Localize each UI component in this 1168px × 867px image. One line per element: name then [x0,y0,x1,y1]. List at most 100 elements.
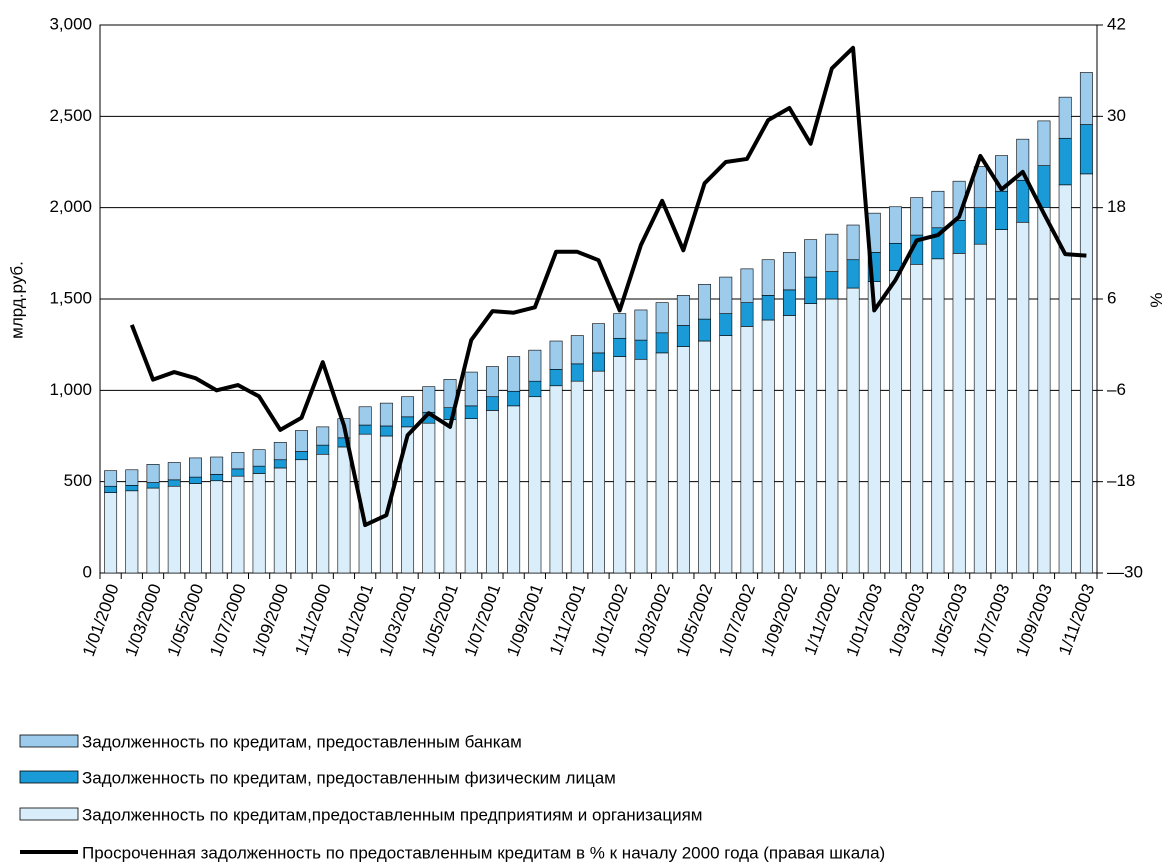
bar-segment [698,340,712,574]
bar-segment [655,352,669,574]
bar-segment [740,268,754,303]
x-tick-label: 1/05/2002 [673,581,717,659]
bar-segment [910,197,924,236]
bar-segment [995,190,1008,230]
bar-segment [295,451,308,461]
x-tick-label: 1/07/2000 [206,581,250,659]
line-series [129,45,1087,528]
bar-segment [464,371,478,407]
bar-segment [273,442,287,461]
bar-segment [401,416,415,428]
bar-segment [825,298,839,574]
bar-segment [804,239,818,278]
bar-segment [867,281,881,574]
bar-segment [931,258,945,574]
x-tick-label: 1/07/2003 [970,581,1014,659]
bar-segment [570,335,584,365]
bar-segment [464,418,478,574]
bar-segment [570,363,584,382]
bar-segment [210,474,224,482]
bar-segment [295,430,308,452]
bar-segment [125,490,139,574]
bar-segment [1079,124,1093,175]
bar-segment [252,465,266,474]
bar-segment [337,446,351,574]
bar-segment [273,459,287,469]
y2-tick-label: –6 [1107,380,1126,399]
y-tick-label: 500 [64,471,92,490]
bar-segment [507,405,521,574]
x-tick-label: 1/03/2000 [121,581,165,659]
y2-tick-label: 42 [1107,14,1126,33]
bar-segment [104,470,118,487]
bar-segment [719,313,733,336]
bar-segment [189,457,202,478]
bar-segment [1016,221,1030,574]
x-tick-label: 1/11/2002 [801,581,844,657]
x-tick-label: 1/03/2002 [630,581,674,659]
bar-segment [1079,72,1093,125]
bar-segment [528,396,542,574]
bar-segment [973,166,987,208]
bar-segment [592,352,605,372]
bar-segment [761,259,775,296]
bar-segment [273,467,287,574]
bar-segment [676,346,690,574]
bar-segment [846,287,860,574]
x-tick-label: 1/07/2002 [715,581,759,659]
bar-segment [613,337,627,357]
bar-segment [549,385,563,574]
x-tick-label: 1/05/2001 [418,581,462,659]
bar-segment [443,419,457,574]
bar-segment [613,356,627,574]
bar-segment [995,229,1008,574]
bar-segment [358,406,372,426]
bar-segment [761,295,775,321]
bar-segment [485,410,499,574]
bar-segment [507,356,521,392]
bar-segment [485,366,499,398]
bar-segment [846,224,860,261]
x-tick-label: 1/03/2003 [885,581,929,659]
y-tick-label: 2,000 [49,197,92,216]
bar-segment [1016,138,1030,181]
x-tick-label: 1/09/2003 [1012,581,1056,659]
bar-segment [804,303,818,574]
bar-segment [252,473,266,574]
x-tick-label: 1/01/2001 [333,581,377,659]
y2-axis-label: % [1147,292,1166,307]
y-tick-label: 2,500 [49,106,92,125]
bar-segment [1016,179,1030,223]
bar-segment [316,453,330,574]
y2-tick-label: –18 [1107,471,1135,490]
legend-swatch [19,734,79,748]
bar-segment [104,492,118,574]
bar-segment [782,315,796,574]
bar-segment [252,449,266,467]
bar-segment [1037,120,1051,166]
x-tick-label: 1/11/2000 [291,581,334,657]
bar-segment [740,326,754,574]
bar-segment [1058,137,1072,186]
bar-segment [761,319,775,574]
y2-tick-label: —30 [1107,562,1143,581]
x-tick-label: 1/01/2000 [79,581,123,659]
bar-segment [634,358,648,574]
y-tick-label: 1,000 [49,380,92,399]
bar-segment [676,325,690,347]
bar-segment [210,480,224,574]
bar-segment [104,485,118,493]
bar-segment [422,386,436,413]
bar-segment [698,318,712,342]
bar-segment [167,479,181,487]
x-tick-label: 1/05/2000 [164,581,208,659]
bar-segment [973,243,987,574]
x-tick-label: 1/01/2002 [588,581,632,659]
bar-segment [189,476,202,484]
x-tick-label: 1/05/2003 [927,581,971,659]
bar-segment [846,259,860,289]
bar-segment [655,332,669,354]
bar-segment [485,396,499,411]
bar-segment [740,302,754,327]
